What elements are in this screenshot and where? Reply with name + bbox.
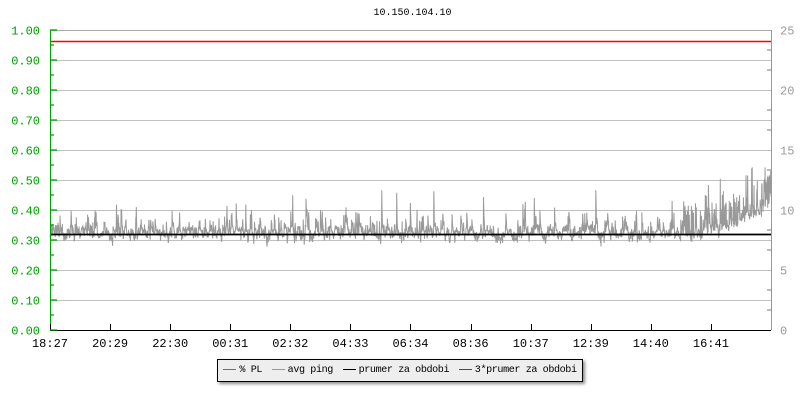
- svg-text:10:37: 10:37: [513, 337, 549, 351]
- svg-text:0.90: 0.90: [11, 54, 40, 68]
- svg-text:18:27: 18:27: [32, 337, 68, 351]
- svg-text:0.60: 0.60: [11, 144, 40, 158]
- svg-text:0.30: 0.30: [11, 234, 40, 248]
- svg-text:22:30: 22:30: [152, 337, 188, 351]
- svg-text:25: 25: [780, 24, 794, 38]
- svg-text:20:29: 20:29: [92, 337, 128, 351]
- svg-text:00:31: 00:31: [212, 337, 248, 351]
- svg-text:20: 20: [780, 84, 794, 98]
- svg-text:0: 0: [780, 324, 787, 338]
- svg-text:0.50: 0.50: [11, 174, 40, 188]
- svg-text:5: 5: [780, 264, 787, 278]
- svg-text:0.40: 0.40: [11, 204, 40, 218]
- svg-text:10: 10: [780, 204, 794, 218]
- svg-text:08:36: 08:36: [453, 337, 489, 351]
- svg-text:0.20: 0.20: [11, 264, 40, 278]
- svg-text:15: 15: [780, 144, 794, 158]
- svg-text:0.70: 0.70: [11, 114, 40, 128]
- svg-text:0.80: 0.80: [11, 84, 40, 98]
- svg-text:1.00: 1.00: [11, 24, 40, 38]
- svg-text:12:39: 12:39: [573, 337, 609, 351]
- svg-text:0.10: 0.10: [11, 294, 40, 308]
- svg-text:06:34: 06:34: [392, 337, 428, 351]
- svg-text:14:40: 14:40: [633, 337, 669, 351]
- svg-text:16:41: 16:41: [693, 337, 729, 351]
- svg-text:02:32: 02:32: [272, 337, 308, 351]
- svg-text:04:33: 04:33: [332, 337, 368, 351]
